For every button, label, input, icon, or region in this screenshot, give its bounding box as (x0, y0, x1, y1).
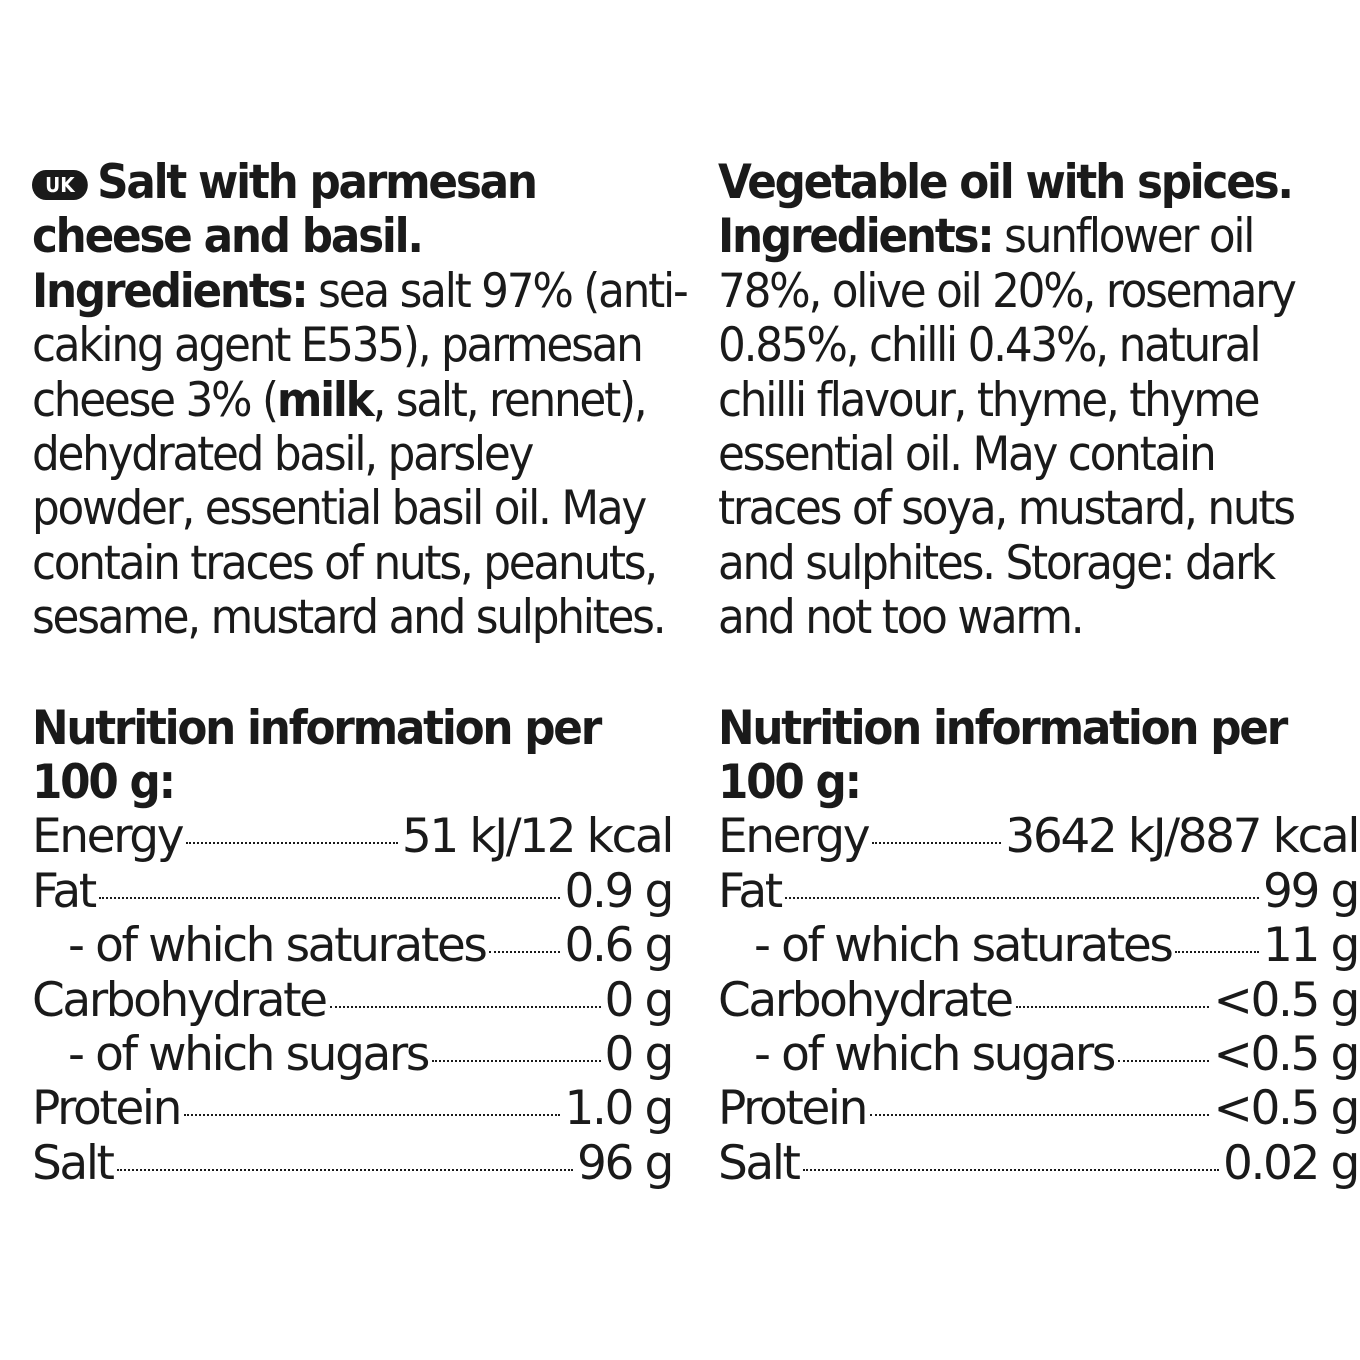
left-nutrition-section: Nutrition information per 100 g: Energy 5… (32, 700, 675, 1192)
nutrient-name: - of which sugars (68, 1027, 430, 1083)
nutrient-name: Fat (718, 863, 783, 919)
nutrient-name: Carbohydrate (718, 972, 1014, 1028)
nutrient-name: Carbohydrate (32, 972, 328, 1028)
nutrient-value: <0.5 g (1213, 1027, 1360, 1083)
right-nutrition-title-line-2: 100 g: (718, 755, 862, 811)
left-ingredients-line-5: powder, essential basil oil. May (32, 481, 647, 537)
nutrition-row: Salt 0.02 g (718, 1135, 1360, 1191)
nutrient-name: - of which sugars (754, 1027, 1116, 1083)
nutrition-row: - of which sugars <0.5 g (718, 1027, 1360, 1083)
nutrient-value: 51 kJ/12 kcal (401, 809, 675, 865)
dot-leader (1117, 1060, 1210, 1063)
nutrient-name: Protein (32, 1081, 182, 1137)
nutrient-value: <0.5 g (1213, 1081, 1360, 1137)
dot-leader (431, 1060, 601, 1063)
nutrient-name: Energy (32, 809, 185, 865)
nutrition-row: - of which sugars 0 g (32, 1027, 675, 1083)
nutrient-name: Salt (32, 1135, 115, 1191)
nutrition-row: - of which saturates 0.6 g (32, 918, 674, 974)
left-product-title-line-2: cheese and basil. (32, 209, 424, 265)
dot-leader (183, 1114, 561, 1117)
right-ingredients-line-5: essential oil. May contain (718, 427, 1217, 483)
left-ingredients-line-7: sesame, mustard and sulphites. (32, 590, 667, 646)
left-ingredients-line-3: cheese 3% (milk, salt, rennet), (32, 372, 648, 428)
right-nutrition-table: Energy 3642 kJ/887 kcal Fat 99 g- of which … (718, 809, 1360, 1191)
left-allergen-milk: milk (276, 372, 375, 428)
dot-leader (98, 896, 561, 899)
nutrition-row: Carbohydrate 0 g (32, 972, 675, 1028)
nutrient-name: Fat (32, 863, 97, 919)
nutrient-name: - of which saturates (68, 918, 488, 974)
nutrient-value: 0.6 g (564, 918, 674, 974)
left-product-title-line-1: UK Salt with parmesan (32, 155, 627, 210)
nutrient-value: <0.5 g (1213, 972, 1360, 1028)
right-product-title: Vegetable oil with spices. (718, 155, 1294, 210)
nutrient-value: 0.9 g (564, 863, 674, 919)
right-product-description: Vegetable oil with spices. Ingredients: … (718, 155, 1358, 646)
right-ingredients-line-7: and sulphites. Storage: dark (718, 535, 1276, 591)
uk-flag-icon: UK (32, 170, 88, 200)
nutrition-row: Fat 0.9 g (32, 863, 674, 919)
nutrition-row: Energy 3642 kJ/887 kcal (718, 809, 1360, 865)
dot-leader (872, 842, 1002, 845)
right-nutrition-section: Nutrition information per 100 g: Energy 3… (718, 700, 1360, 1192)
dot-leader (116, 1168, 574, 1171)
left-product-description: UK Salt with parmesan cheese and basil. I… (32, 155, 689, 646)
nutrient-value: 1.0 g (564, 1081, 674, 1137)
nutrient-name: - of which saturates (754, 918, 1174, 974)
nutrition-row: - of which saturates 11 g (718, 918, 1360, 974)
nutrient-name: Energy (718, 809, 871, 865)
dot-leader (869, 1114, 1210, 1117)
nutrition-row: Salt 96 g (32, 1135, 674, 1191)
right-ingredients-line-8: and not too warm. (718, 590, 1085, 646)
right-ingredients-line-6: traces of soya, mustard, nuts (718, 481, 1296, 537)
left-nutrition-title-line-1: Nutrition information per (32, 700, 602, 756)
left-label-column: UK Salt with parmesan cheese and basil. I… (32, 155, 689, 1192)
dot-leader (489, 951, 561, 954)
left-ingredients-line-6: contain traces of nuts, peanuts, (32, 535, 658, 591)
dot-leader (1175, 951, 1260, 954)
right-ingredients-line-1: Ingredients: sunflower oil (718, 209, 1255, 265)
nutrient-value: 0 g (604, 1027, 675, 1083)
left-ingredients-line-1: Ingredients: sea salt 97% (anti- (32, 263, 689, 319)
dot-leader (802, 1168, 1219, 1171)
nutrient-value: 96 g (577, 1135, 674, 1191)
left-ingredients-line-4: dehydrated basil, parsley (32, 427, 534, 483)
left-ingredients-label: Ingredients: (32, 263, 309, 319)
right-label-column: Vegetable oil with spices. Ingredients: … (718, 155, 1360, 1192)
dot-leader (186, 842, 398, 845)
nutrition-row: Carbohydrate <0.5 g (718, 972, 1360, 1028)
right-ingredients-line-4: chilli flavour, thyme, thyme (718, 372, 1260, 428)
nutrition-row: Fat 99 g (718, 863, 1360, 919)
nutrition-row: Protein <0.5 g (718, 1081, 1360, 1137)
nutrient-value: 99 g (1263, 863, 1360, 919)
nutrient-name: Protein (718, 1081, 868, 1137)
dot-leader (1015, 1005, 1210, 1008)
right-ingredients-label: Ingredients: (718, 209, 995, 265)
nutrient-value: 0.02 g (1222, 1135, 1360, 1191)
right-ingredients-line-3: 0.85%, chilli 0.43%, natural (718, 318, 1261, 374)
nutrient-value: 0 g (604, 972, 675, 1028)
nutrition-row: Protein 1.0 g (32, 1081, 674, 1137)
nutrient-value: 11 g (1263, 918, 1360, 974)
left-nutrition-title-line-2: 100 g: (32, 755, 176, 811)
right-ingredients-line-2: 78%, olive oil 20%, rosemary (718, 263, 1297, 319)
nutrition-row: Energy 51 kJ/12 kcal (32, 809, 675, 865)
left-ingredients-line-2: caking agent E535), parmesan (32, 318, 644, 374)
dot-leader (784, 896, 1260, 899)
nutrient-name: Salt (718, 1135, 801, 1191)
left-nutrition-table: Energy 51 kJ/12 kcal Fat 0.9 g- of which sa… (32, 809, 675, 1191)
dot-leader (329, 1005, 601, 1008)
nutrient-value: 3642 kJ/887 kcal (1005, 809, 1360, 865)
right-nutrition-title-line-1: Nutrition information per (718, 700, 1288, 756)
